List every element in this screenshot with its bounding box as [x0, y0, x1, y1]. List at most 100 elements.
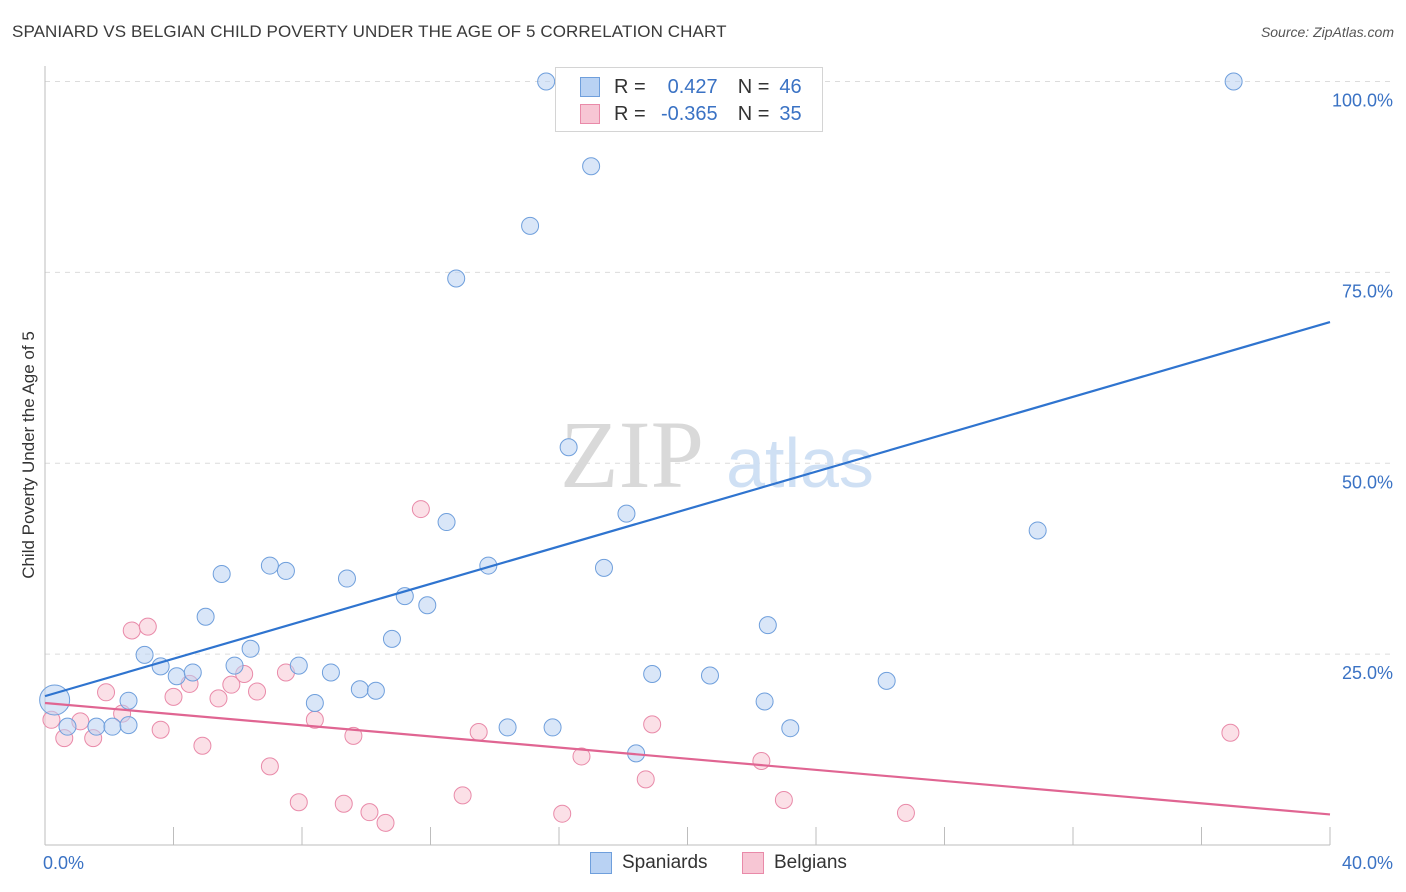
belgians-point: [260, 757, 279, 776]
spaniards-point: [119, 691, 138, 710]
spaniards-point: [582, 157, 601, 176]
spaniards-point: [700, 666, 719, 685]
x-tick-label: 0.0%: [43, 853, 84, 873]
belgians-point: [138, 617, 157, 636]
y-tick-label: 50.0%: [1342, 472, 1393, 492]
legend-row-belgians: R = -0.365 N = 35: [580, 101, 802, 127]
legend-row-spaniards: R = 0.427 N = 46: [580, 74, 802, 100]
spaniards-point: [196, 607, 215, 626]
spaniards-point: [260, 556, 279, 575]
spaniards-point: [119, 716, 138, 735]
spaniards-point: [617, 504, 636, 523]
belgians-point: [164, 687, 183, 706]
spaniards-point: [643, 664, 662, 683]
spaniards-point: [212, 564, 231, 583]
spaniards-point: [758, 616, 777, 635]
belgians-point: [752, 752, 771, 771]
tick-labels: 25.0% 50.0% 75.0% 100.0% 0.0% 40.0%: [43, 91, 1393, 873]
spaniards-point: [382, 629, 401, 648]
y-tick-label: 25.0%: [1342, 663, 1393, 683]
belgians-point: [248, 682, 267, 701]
belgians-swatch: [580, 104, 600, 124]
belgians-point: [97, 683, 116, 702]
spaniards-point: [498, 718, 517, 737]
y-tick-label: 75.0%: [1342, 281, 1393, 301]
spaniards-point: [594, 558, 613, 577]
belgians-trend-line: [44, 701, 1331, 816]
r-label: R =: [614, 102, 646, 125]
watermark: ZIP atlas: [560, 401, 874, 508]
r-value-belgians: -0.365: [660, 102, 718, 125]
y-axis-label: Child Poverty Under the Age of 5: [19, 331, 38, 579]
spaniards-point: [521, 216, 540, 235]
spaniards-point: [755, 692, 774, 711]
belgians-point: [122, 621, 141, 640]
spaniards-point: [241, 639, 260, 658]
belgians-point: [222, 675, 241, 694]
spaniards-point: [276, 561, 295, 580]
spaniards-point: [781, 719, 800, 738]
r-label: R =: [614, 75, 646, 98]
spaniards-point: [1224, 72, 1243, 91]
spaniards-point: [167, 667, 186, 686]
spaniards-points: [39, 72, 1243, 763]
legend-item-belgians: Belgians: [742, 852, 847, 874]
belgians-point: [193, 736, 212, 755]
belgians-point: [411, 500, 430, 519]
spaniards-point: [305, 693, 324, 712]
belgians-point: [896, 803, 915, 822]
n-value-belgians: 35: [779, 102, 802, 125]
belgians-point: [151, 720, 170, 739]
belgians-legend-label: Belgians: [774, 852, 847, 873]
spaniards-trend-line: [44, 320, 1331, 698]
spaniards-swatch: [580, 77, 600, 97]
spaniards-point: [103, 717, 122, 736]
correlation-legend: R = 0.427 N = 46 R = -0.365 N = 35: [555, 67, 823, 132]
trend-lines: [44, 320, 1331, 816]
source-credit: Source: ZipAtlas.com: [1260, 24, 1394, 40]
spaniards-point: [87, 717, 106, 736]
belgians-point: [289, 793, 308, 812]
chart-title: SPANIARD VS BELGIAN CHILD POVERTY UNDER …: [12, 22, 727, 41]
spaniards-point: [58, 717, 77, 736]
belgians-point: [1221, 723, 1240, 742]
n-label: N =: [737, 102, 770, 125]
belgians-point: [643, 715, 662, 734]
spaniards-point: [437, 513, 456, 532]
spaniards-point: [447, 269, 466, 288]
n-value-spaniards: 46: [779, 75, 802, 98]
spaniards-point: [418, 596, 437, 615]
belgians-point: [360, 803, 379, 822]
spaniards-point: [289, 656, 308, 675]
spaniards-point: [543, 718, 562, 737]
r-value-spaniards: 0.427: [667, 75, 718, 98]
spaniards-point: [135, 645, 154, 664]
spaniards-point: [350, 680, 369, 699]
spaniards-point: [321, 663, 340, 682]
spaniards-point: [877, 671, 896, 690]
belgians-point: [572, 747, 591, 766]
spaniards-point: [39, 684, 71, 716]
legend-item-spaniards: Spaniards: [590, 852, 708, 874]
x-tick-label: 40.0%: [1342, 853, 1393, 873]
belgians-legend-swatch: [742, 852, 764, 874]
belgians-point: [334, 794, 353, 813]
belgians-point: [344, 726, 363, 745]
spaniards-point: [366, 681, 385, 700]
spaniards-legend-swatch: [590, 852, 612, 874]
spaniards-point: [183, 663, 202, 682]
spaniards-point: [1028, 521, 1047, 540]
grid-lines: [45, 81, 1390, 655]
belgians-points: [42, 500, 1240, 832]
belgians-point: [453, 786, 472, 805]
belgians-point: [376, 813, 395, 832]
spaniards-point: [537, 72, 556, 91]
belgians-point: [636, 770, 655, 789]
spaniards-legend-label: Spaniards: [622, 852, 708, 873]
watermark-zip: ZIP: [560, 401, 704, 508]
belgians-point: [469, 723, 488, 742]
spaniards-point: [559, 438, 578, 457]
n-label: N =: [737, 75, 770, 98]
spaniards-point: [225, 656, 244, 675]
